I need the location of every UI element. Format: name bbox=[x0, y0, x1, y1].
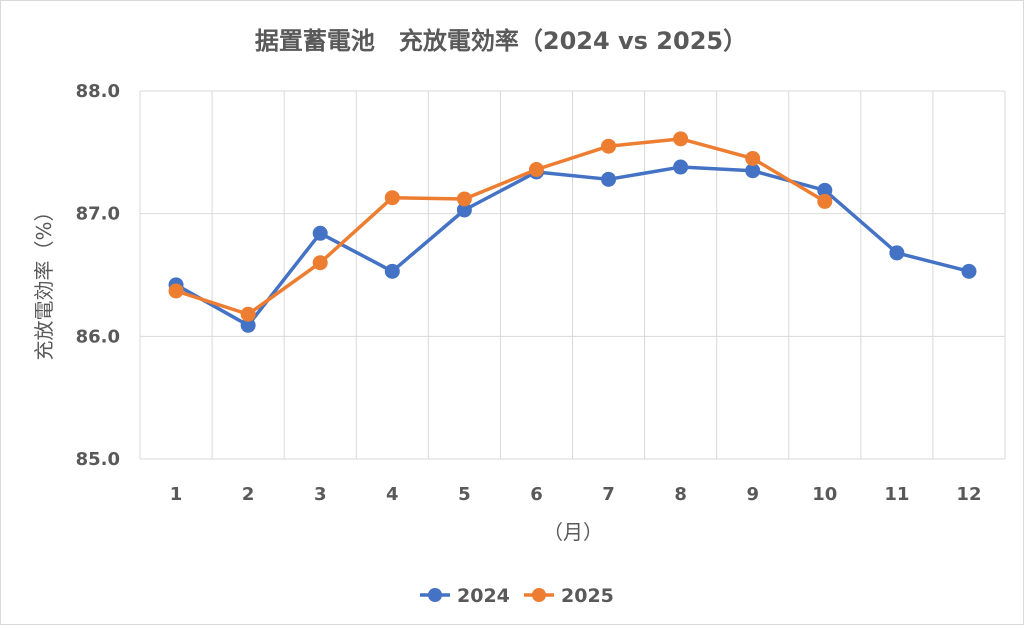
x-tick-label: 2 bbox=[242, 484, 255, 505]
series-layer bbox=[168, 131, 977, 333]
legend-label: 2024 bbox=[457, 585, 510, 607]
x-axis-label: （月） bbox=[543, 520, 603, 544]
data-point-2025 bbox=[745, 150, 761, 166]
data-point-2024 bbox=[961, 263, 977, 279]
y-tick-labels: 85.0 86.0 87.0 88.0 bbox=[76, 81, 120, 470]
x-tick-label: 7 bbox=[602, 484, 615, 505]
data-point-2024 bbox=[384, 263, 400, 279]
data-point-2025 bbox=[384, 190, 400, 206]
data-point-2025 bbox=[312, 255, 328, 271]
series-line-2024 bbox=[175, 165, 970, 328]
data-point-2024 bbox=[673, 159, 689, 175]
data-point-2025 bbox=[673, 131, 689, 147]
x-tick-label: 5 bbox=[458, 484, 471, 505]
legend-label: 2025 bbox=[561, 585, 614, 607]
grid bbox=[139, 90, 1006, 460]
x-tick-label: 4 bbox=[386, 484, 399, 505]
y-tick-label: 88.0 bbox=[76, 81, 120, 102]
data-point-2025 bbox=[240, 306, 256, 322]
data-point-2025 bbox=[601, 138, 617, 154]
data-point-2024 bbox=[745, 163, 761, 179]
x-tick-label: 3 bbox=[314, 484, 327, 505]
series-line-2025 bbox=[175, 137, 826, 317]
y-tick-label: 86.0 bbox=[76, 326, 120, 347]
legend: 2024 2025 bbox=[420, 585, 614, 607]
x-tick-label: 9 bbox=[746, 484, 759, 505]
legend-item-2025: 2025 bbox=[524, 585, 614, 607]
data-point-2024 bbox=[240, 317, 256, 333]
legend-marker bbox=[428, 588, 442, 602]
x-tick-label: 11 bbox=[884, 484, 909, 505]
x-tick-label: 10 bbox=[812, 484, 837, 505]
y-tick-label: 87.0 bbox=[76, 204, 120, 225]
data-point-2024 bbox=[889, 245, 905, 261]
data-point-2025 bbox=[817, 193, 833, 209]
x-tick-label: 6 bbox=[530, 484, 543, 505]
series-2024 bbox=[168, 159, 977, 333]
legend-marker bbox=[532, 588, 546, 602]
x-tick-label: 12 bbox=[956, 484, 981, 505]
x-tick-label: 1 bbox=[170, 484, 183, 505]
data-point-2024 bbox=[817, 182, 833, 198]
data-point-2025 bbox=[528, 162, 544, 178]
chart-title: 据置蓄電池 充放電効率（2024 vs 2025） bbox=[255, 27, 747, 55]
series-2025 bbox=[168, 131, 833, 322]
data-point-2025 bbox=[456, 191, 472, 207]
x-tick-label: 8 bbox=[674, 484, 687, 505]
data-point-2024 bbox=[312, 225, 328, 241]
x-tick-labels: 1 2 3 4 5 6 7 8 9 10 11 12 bbox=[170, 484, 982, 505]
legend-item-2024: 2024 bbox=[420, 585, 510, 607]
data-point-2024 bbox=[456, 202, 472, 218]
data-point-2025 bbox=[168, 283, 184, 299]
data-point-2024 bbox=[601, 171, 617, 187]
y-axis-label: 充放電効率（%） bbox=[32, 201, 56, 360]
y-tick-label: 85.0 bbox=[76, 449, 120, 470]
